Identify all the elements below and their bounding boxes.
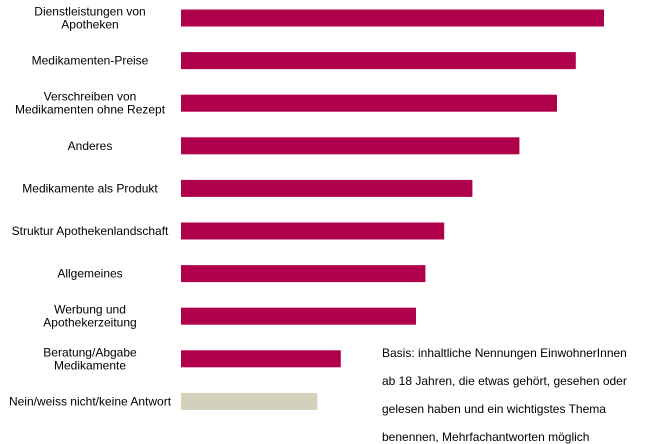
category-label-9-line-1: Beratung/Abgabe — [43, 345, 137, 359]
bar-8 — [181, 307, 416, 325]
bar-1 — [181, 9, 604, 27]
category-label-10: Nein/weiss nicht/keine Antwort — [9, 394, 172, 408]
category-label-7: Allgemeines — [57, 267, 122, 281]
bar-4 — [181, 137, 520, 155]
category-label-3-line-2: Medikamenten ohne Rezept — [15, 103, 166, 117]
category-label-6: Struktur Apothekenlandschaft — [12, 224, 169, 238]
bars — [181, 9, 604, 410]
category-label-8-line-1: Werbung und — [54, 303, 126, 317]
basis-note-line-4: benennen, Mehrfachantworten möglich — [382, 430, 590, 444]
category-label-5: Medikamente als Produkt — [22, 181, 158, 195]
bar-5 — [181, 179, 473, 197]
bar-2 — [181, 52, 576, 70]
category-label-2: Medikamenten-Preise — [32, 54, 149, 68]
bar-9 — [181, 350, 341, 368]
bar-7 — [181, 265, 426, 283]
basis-note-line-2: ab 18 Jahren, die etwas gehört, gesehen … — [382, 374, 627, 388]
bar-3 — [181, 94, 557, 112]
category-label-3-line-1: Verschreiben von — [44, 90, 137, 104]
category-label-8-line-2: Apothekerzeitung — [43, 316, 136, 330]
category-label-9-line-2: Medikamente — [54, 358, 126, 372]
category-label-4: Anderes — [68, 139, 113, 153]
bar-6 — [181, 222, 445, 240]
category-label-1-line-2: Apotheken — [61, 18, 118, 32]
bar-10 — [181, 392, 318, 410]
basis-note-line-1: Basis: inhaltliche Nennungen EinwohnerIn… — [382, 346, 627, 360]
category-label-1-line-1: Dienstleistungen von — [34, 5, 145, 19]
basis-note-line-3: gelesen haben und ein wichtigstes Thema — [382, 402, 606, 416]
basis-note: Basis: inhaltliche Nennungen EinwohnerIn… — [382, 332, 672, 444]
